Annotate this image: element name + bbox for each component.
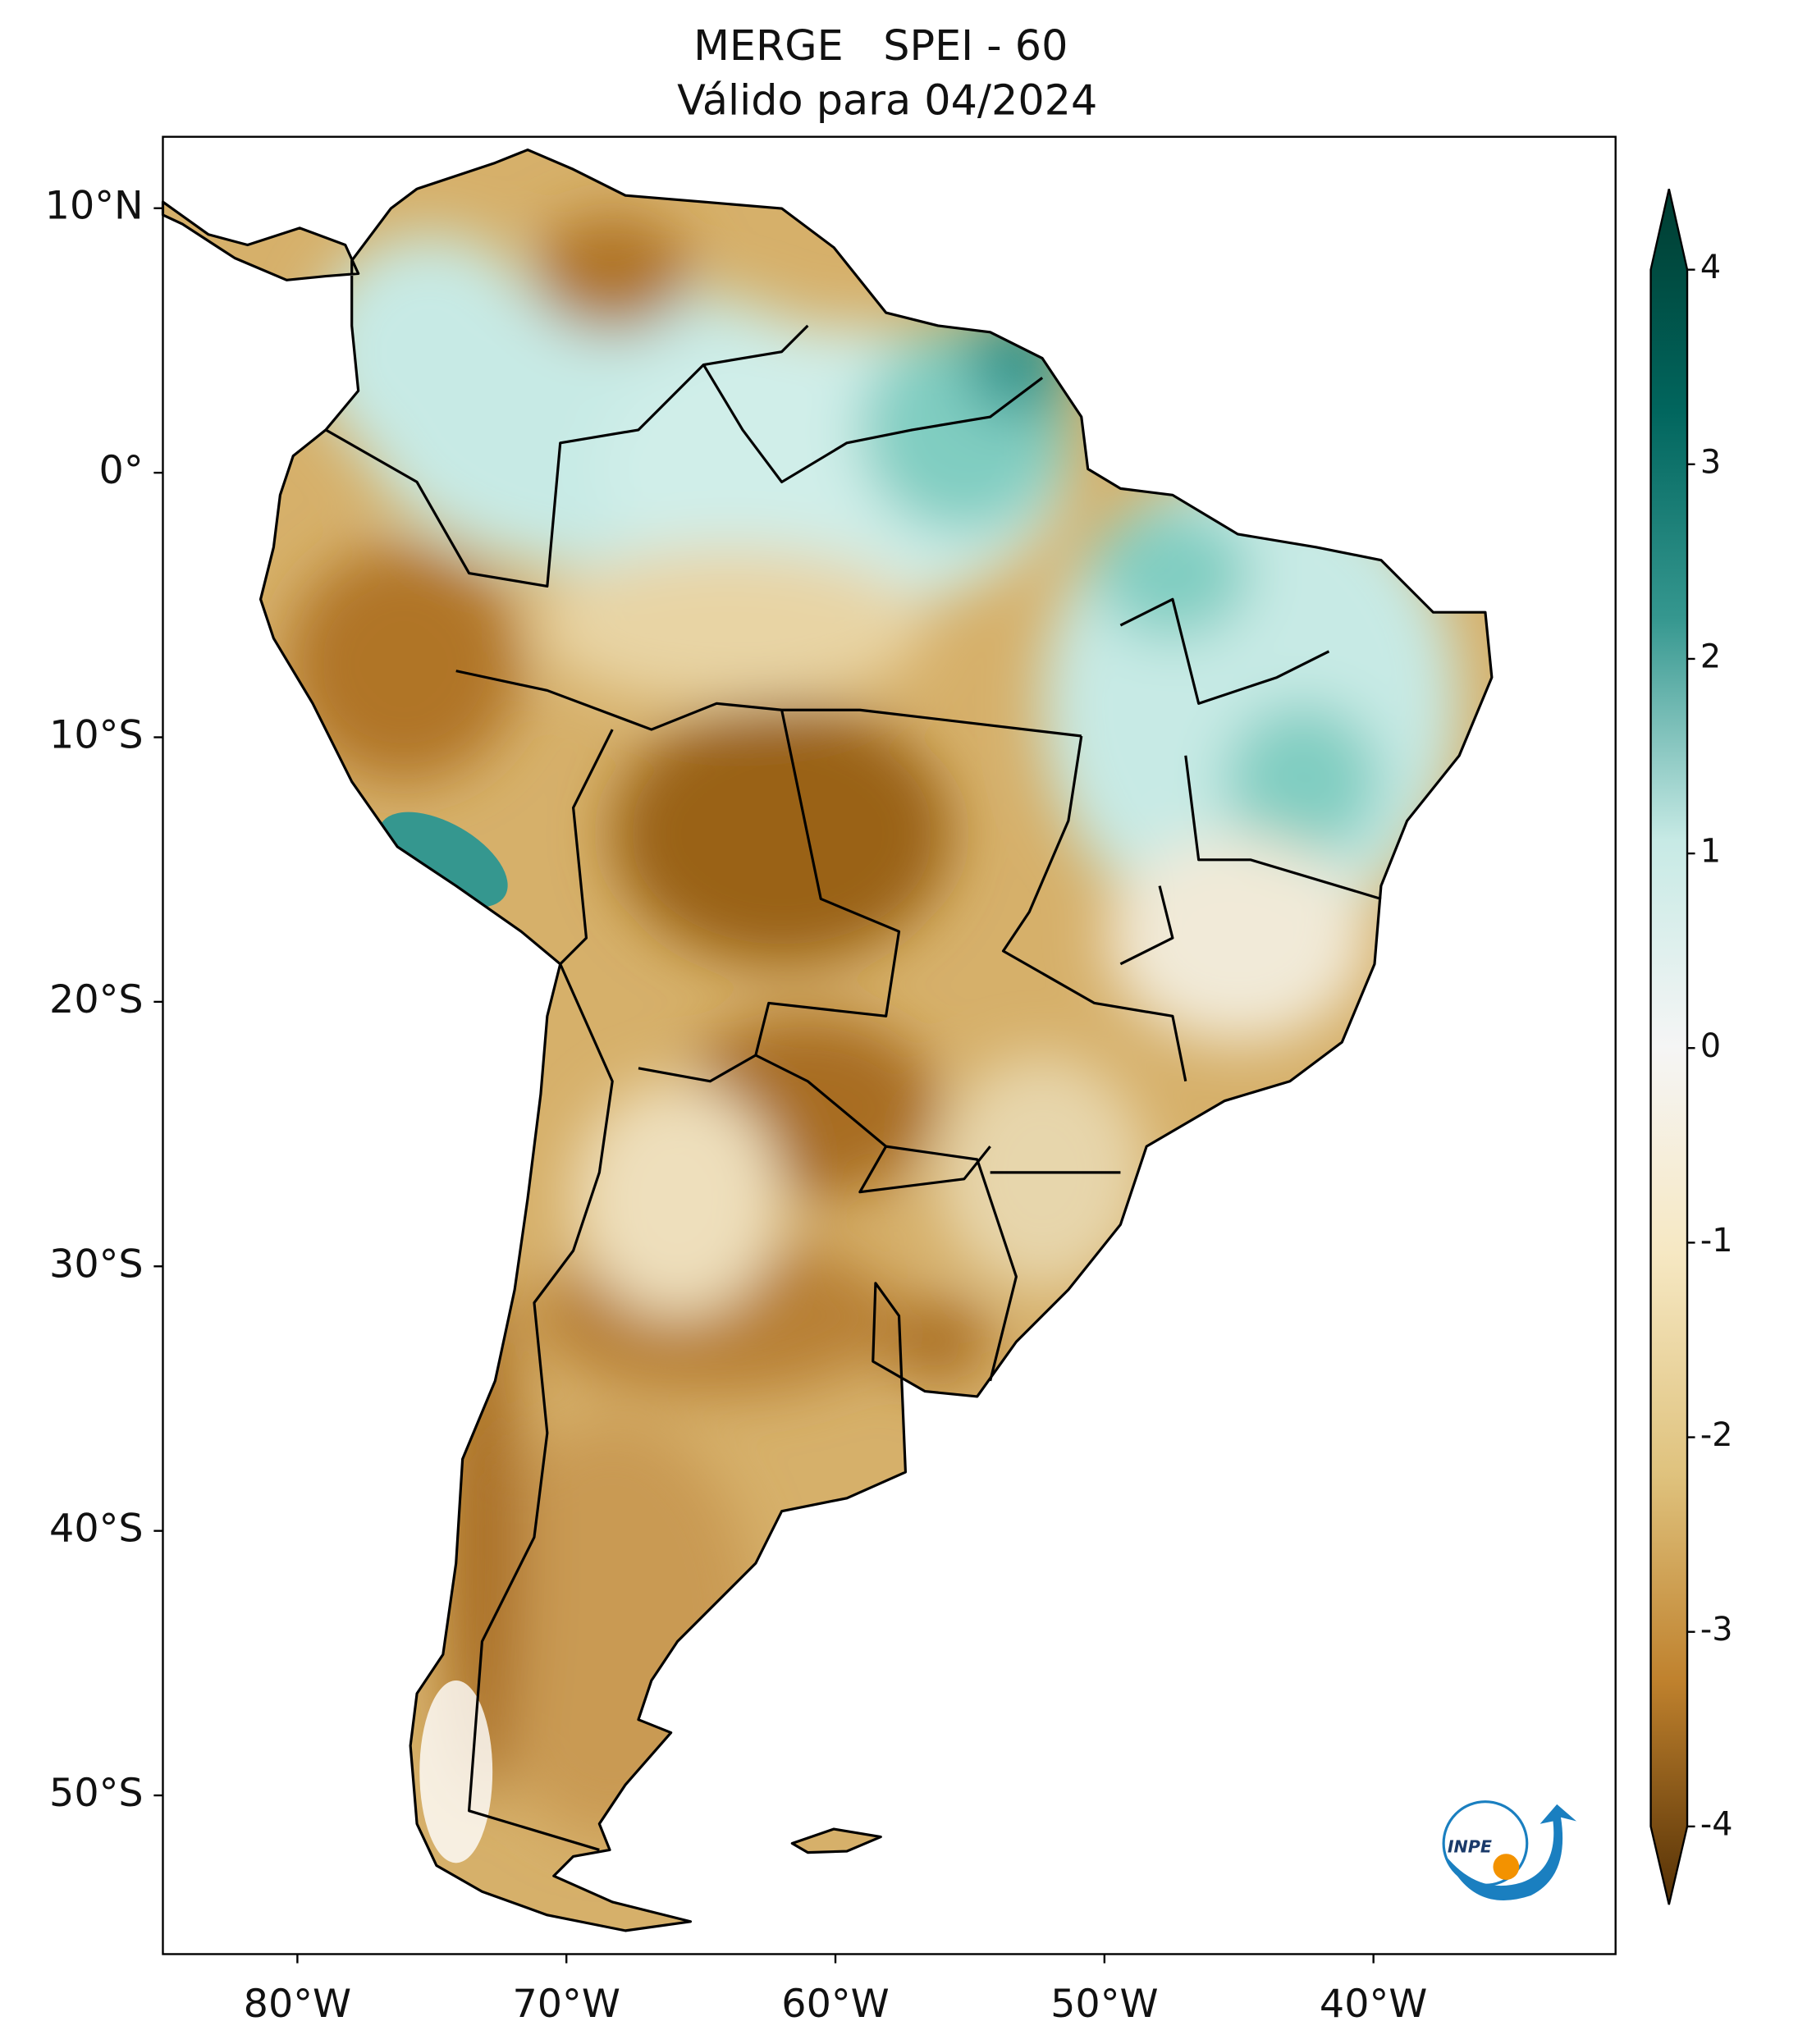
x-tick-label: 70°W xyxy=(512,1982,620,2027)
colorbar-tick-label: -4 xyxy=(1700,1805,1733,1843)
colorbar-tick-label: -3 xyxy=(1700,1611,1733,1648)
map-frame xyxy=(162,135,1617,1955)
subtitle: Válido para 04/2024 xyxy=(677,76,1097,125)
y-tick-label: 40°S xyxy=(49,1507,144,1552)
logo-text: INPE xyxy=(1448,1837,1492,1857)
y-tick-label: 30°S xyxy=(49,1241,144,1287)
colorbar xyxy=(1649,188,1689,1905)
y-tick-label: 20°S xyxy=(49,977,144,1022)
colorbar-tick-label: 2 xyxy=(1700,638,1721,675)
colorbar-tick-label: 0 xyxy=(1700,1027,1721,1065)
x-tick-label: 40°W xyxy=(1320,1982,1427,2027)
colorbar-tick-label: -2 xyxy=(1700,1416,1733,1454)
x-tick-label: 80°W xyxy=(244,1982,351,2027)
colorbar-tick-label: 4 xyxy=(1700,249,1721,286)
y-tick-label: 10°S xyxy=(49,713,144,758)
colorbar-tick-label: 3 xyxy=(1700,443,1721,481)
colorbar-tick-label: -1 xyxy=(1700,1222,1733,1260)
inpe-logo: INPE xyxy=(1442,1800,1577,1900)
y-tick-label: 50°S xyxy=(49,1771,144,1816)
y-tick-label: 0° xyxy=(99,448,144,493)
x-tick-label: 60°W xyxy=(781,1982,889,2027)
y-tick-label: 10°N xyxy=(45,184,144,229)
x-tick-label: 50°W xyxy=(1050,1982,1158,2027)
colorbar-tick-label: 1 xyxy=(1700,833,1721,871)
title: MERGE SPEI - 60 xyxy=(693,21,1068,70)
borders xyxy=(161,148,1494,1932)
